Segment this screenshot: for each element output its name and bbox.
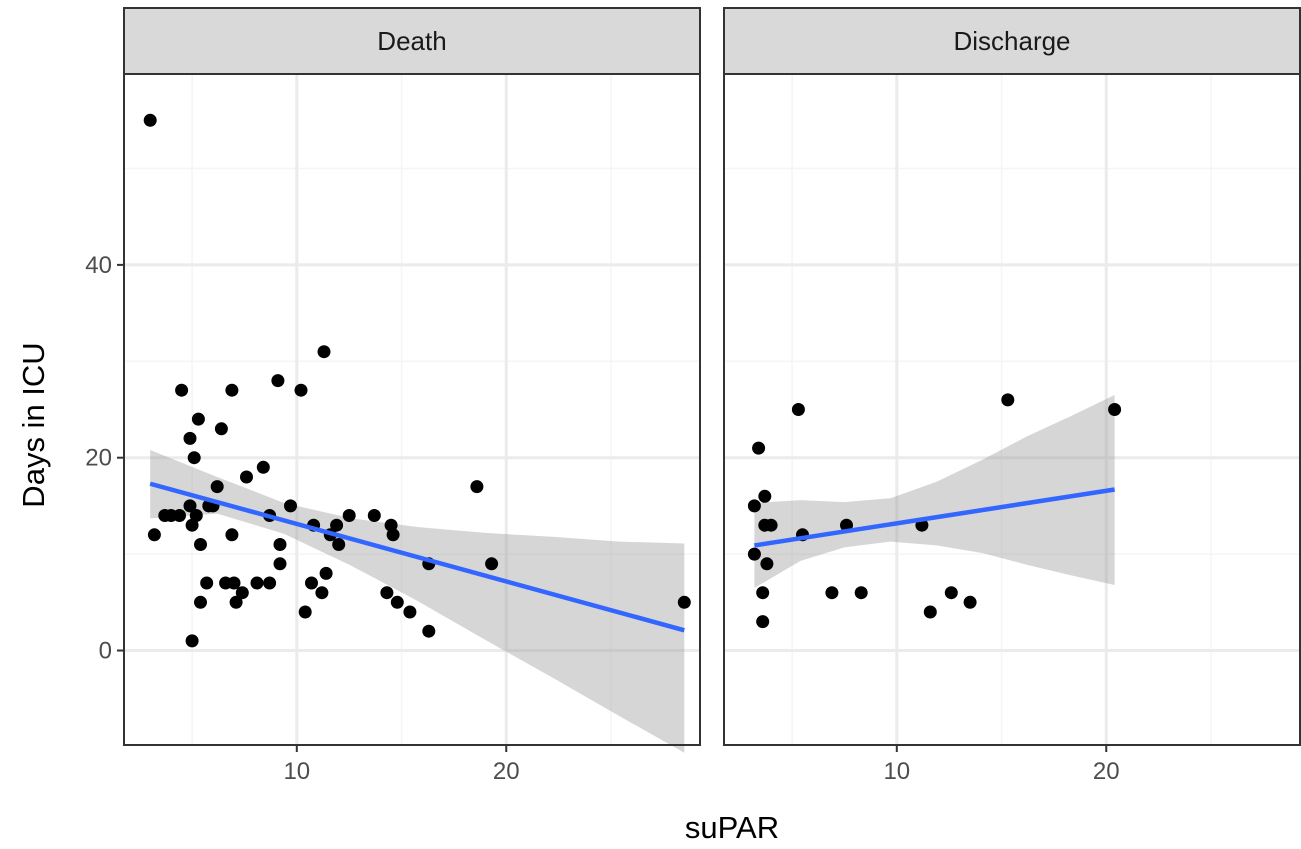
y-tick-label: 40 [85,252,112,279]
panel-background [724,74,1300,745]
y-axis: 0 20 40 [85,252,124,665]
confidence-band [754,395,1115,588]
data-point [271,374,285,388]
data-point [485,557,499,571]
data-point [422,624,436,638]
data-point [317,345,331,359]
data-point [189,509,203,522]
data-point [191,412,205,426]
data-point [367,509,381,522]
facet-strip-label: Death [377,26,446,56]
data-point [756,615,770,629]
data-point [330,518,344,532]
x-axis: 10 20 10 20 [283,745,1120,785]
data-point [758,489,772,503]
data-point [210,480,224,494]
data-point [183,499,197,513]
data-point [194,595,207,609]
panel-background [124,74,700,745]
data-point [752,441,766,455]
x-tick-label: 20 [1093,758,1120,785]
data-point [332,538,346,551]
data-point [185,518,199,532]
data-point [298,605,312,619]
panel-death: Death [123,7,701,753]
data-point [273,538,287,551]
confidence-band [150,450,685,753]
data-point [760,557,774,571]
data-point [403,605,417,619]
data-point [386,528,400,542]
data-point [214,422,228,436]
y-axis-title: Days in ICU [16,342,51,507]
facet-strip [723,7,1301,75]
data-point [923,605,937,619]
data-point [963,595,977,609]
data-point [315,586,329,600]
data-point [185,634,199,648]
data-point [250,576,264,590]
data-point [235,586,249,600]
data-point [825,586,839,600]
data-point [229,595,243,609]
data-point [1001,393,1015,407]
data-point [183,431,197,445]
x-axis-title: suPAR [685,810,779,845]
fit-line [754,487,1115,548]
data-point [390,595,404,609]
data-point [240,470,253,484]
data-point [200,576,214,590]
data-point [791,403,805,416]
data-point [273,557,287,571]
data-point [225,383,239,397]
data-point [294,383,308,397]
data-point [175,383,189,397]
y-tick-label: 20 [85,445,112,472]
data-point [305,576,318,590]
data-point [854,586,868,600]
x-tick-label: 20 [493,758,520,785]
data-point [944,586,958,600]
data-point [380,586,394,600]
panel-discharge: Discharge [723,7,1301,746]
x-tick-label: 10 [283,758,310,785]
data-point [225,528,239,542]
data-point [147,528,161,542]
fit-line [149,481,685,633]
data-point [194,538,207,551]
data-point [284,499,297,513]
data-point [263,576,277,590]
data-point [319,566,333,580]
panels: Death Discharge [123,7,1301,753]
facet-strip [123,7,701,75]
data-point [756,586,770,600]
data-point [342,509,356,522]
data-point [764,518,778,532]
data-point [143,113,157,127]
data-point [256,460,270,474]
data-point [747,499,761,513]
data-point [1108,403,1122,416]
data-point [227,576,241,590]
facet-strip-label: Discharge [953,26,1070,56]
data-point [470,480,484,494]
data-point [677,595,691,609]
data-point [187,451,201,465]
data-point [747,547,761,561]
data-point [173,509,186,522]
x-tick-label: 10 [883,758,910,785]
y-tick-label: 0 [99,638,112,665]
